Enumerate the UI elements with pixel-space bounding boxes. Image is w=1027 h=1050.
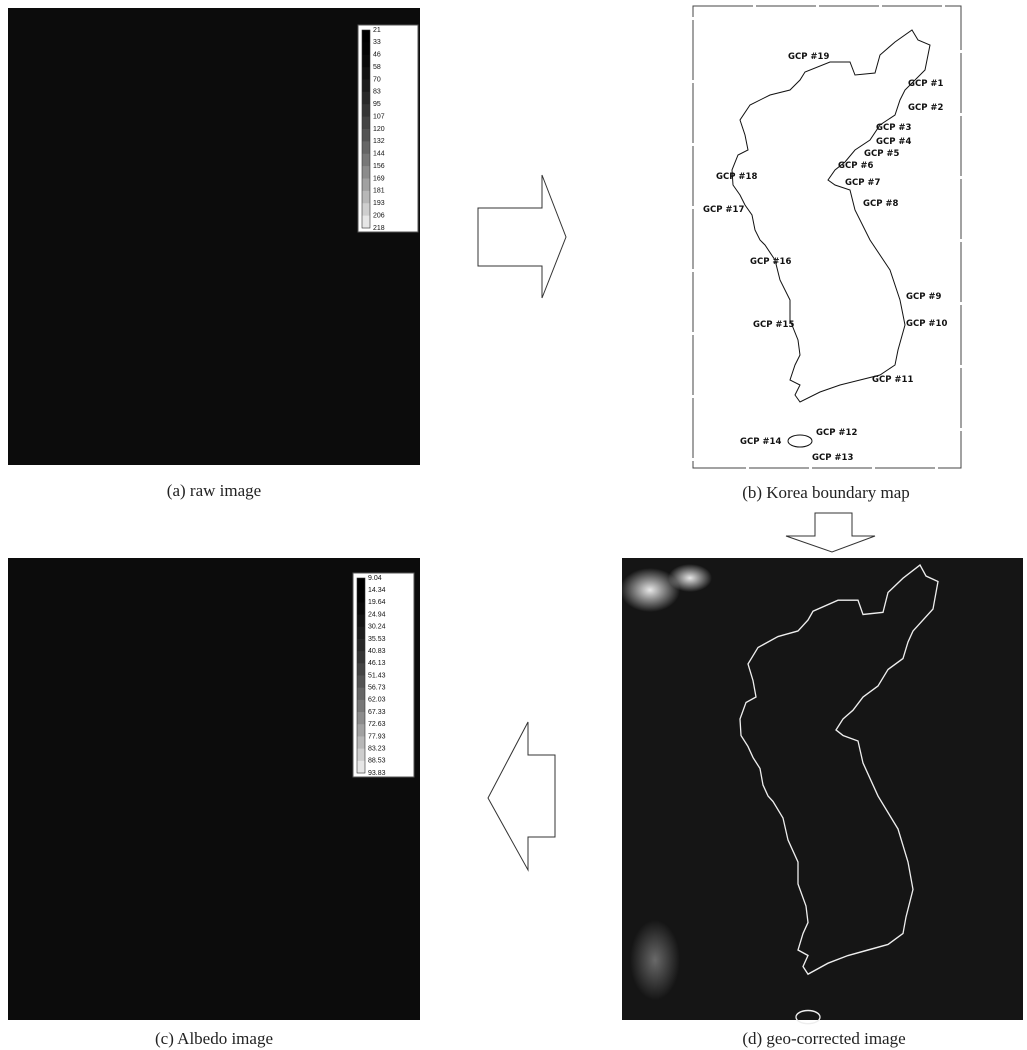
colorbar-cell: [357, 578, 365, 591]
colorbar-label: 62.03: [368, 697, 386, 704]
gcp-label: GCP #5: [864, 149, 900, 159]
colorbar-cell: [357, 602, 365, 615]
colorbar-label: 107: [373, 113, 385, 120]
figure: 21 33 46 58 70 83 95 107 120 132 144 156 169 181 193 20…: [0, 0, 1027, 1050]
gcp-label: GCP #8: [863, 199, 899, 209]
colorbar-cell: [362, 129, 370, 142]
gcp-label: GCP #17: [703, 205, 744, 215]
gcp-label: GCP #9: [906, 292, 942, 302]
colorbar-cell: [357, 639, 365, 652]
geo-corrected-image: [622, 558, 1023, 1020]
gcp-label: GCP #12: [816, 428, 857, 438]
colorbar-label: 33: [373, 39, 381, 46]
colorbar-cell: [357, 700, 365, 713]
colorbar-label: 132: [373, 138, 385, 145]
gcp-label: GCP #10: [906, 319, 947, 329]
gcp-label: GCP #19: [788, 52, 829, 62]
gcp-label: GCP #13: [812, 453, 853, 463]
map-frame: [693, 6, 961, 468]
colorbar-label: 206: [373, 212, 385, 219]
gcp-label: GCP #2: [908, 103, 944, 113]
colorbar-label: 181: [373, 188, 385, 195]
caption: (c) Albedo image: [155, 1029, 273, 1048]
gcp-label: GCP #11: [872, 375, 913, 385]
colorbar-label: 169: [373, 175, 385, 182]
caption: (b) Korea boundary map: [742, 483, 910, 502]
colorbar-label: 19.64: [368, 599, 386, 606]
colorbar-cell: [357, 688, 365, 701]
gcp-label: GCP #16: [750, 257, 791, 267]
colorbar-label: 120: [373, 126, 385, 133]
colorbar-label: 83: [373, 89, 381, 96]
colorbar-label: 40.83: [368, 648, 386, 655]
caption: (d) geo-corrected image: [742, 1029, 905, 1048]
colorbar-label: 30.24: [368, 624, 386, 631]
colorbar-cell: [357, 627, 365, 640]
colorbar-label: 24.94: [368, 611, 386, 618]
gcp-label: GCP #1: [908, 79, 944, 89]
colorbar-cell: [362, 55, 370, 68]
gcp-label: GCP #3: [876, 123, 912, 133]
colorbar-cell: [362, 166, 370, 179]
colorbar-cell: [362, 92, 370, 105]
gcp-label: GCP #6: [838, 161, 874, 171]
colorbar-label: 51.43: [368, 672, 386, 679]
colorbar-cell: [362, 154, 370, 167]
colorbar-cell: [357, 663, 365, 676]
colorbar-label: 193: [373, 200, 385, 207]
colorbar-label: 58: [373, 64, 381, 71]
colorbar-cell: [357, 761, 365, 774]
colorbar-cell: [357, 590, 365, 603]
gcp-label: GCP #14: [740, 437, 781, 447]
colorbar-cell: [362, 80, 370, 93]
colorbar-cell: [362, 203, 370, 216]
colorbar-label: 70: [373, 76, 381, 83]
colorbar-cell: [362, 216, 370, 229]
colorbar-cell: [362, 104, 370, 117]
colorbar-cell: [362, 179, 370, 192]
arrow-right: [478, 175, 566, 298]
caption: (a) raw image: [167, 481, 261, 500]
colorbar-cell: [357, 651, 365, 664]
arrow-down: [786, 513, 875, 552]
colorbar-label: 88.53: [368, 758, 386, 765]
colorbar-label: 9.04: [368, 575, 382, 582]
colorbar-label: 83.23: [368, 745, 386, 752]
colorbar-cell: [357, 724, 365, 737]
colorbar-label: 67.33: [368, 709, 386, 716]
colorbar-cell: [362, 117, 370, 130]
gcp-label: GCP #15: [753, 320, 794, 330]
colorbar-label: 56.73: [368, 685, 386, 692]
colorbar-label: 14.34: [368, 587, 386, 594]
colorbar-cell: [362, 191, 370, 204]
colorbar-cell: [357, 736, 365, 749]
colorbar-cell: [357, 676, 365, 689]
colorbar-cell: [357, 712, 365, 725]
colorbar-cell: [362, 42, 370, 55]
colorbar: 9.04 14.34 19.64 24.94 30.24 35.53 40.83 46.13 5…: [357, 575, 386, 777]
gcp-label: GCP #4: [876, 137, 912, 147]
gcp-label: GCP #7: [845, 178, 881, 188]
colorbar-label: 72.63: [368, 721, 386, 728]
colorbar-label: 21: [373, 27, 381, 34]
colorbar-label: 35.53: [368, 636, 386, 643]
colorbar-cell: [357, 749, 365, 762]
cloud: [668, 564, 712, 592]
arrow-left: [488, 722, 555, 870]
colorbar-label: 95: [373, 101, 381, 108]
colorbar-cell: [362, 141, 370, 154]
colorbar-label: 93.83: [368, 770, 386, 777]
cloud: [630, 920, 680, 1000]
colorbar-label: 77.93: [368, 733, 386, 740]
colorbar-cell: [362, 30, 370, 43]
colorbar-label: 218: [373, 225, 385, 232]
colorbar-cell: [362, 67, 370, 80]
colorbar-label: 46.13: [368, 660, 386, 667]
gcp-label: GCP #18: [716, 172, 757, 182]
colorbar-label: 46: [373, 52, 381, 59]
colorbar-label: 156: [373, 163, 385, 170]
colorbar-label: 144: [373, 151, 385, 158]
colorbar-cell: [357, 615, 365, 628]
